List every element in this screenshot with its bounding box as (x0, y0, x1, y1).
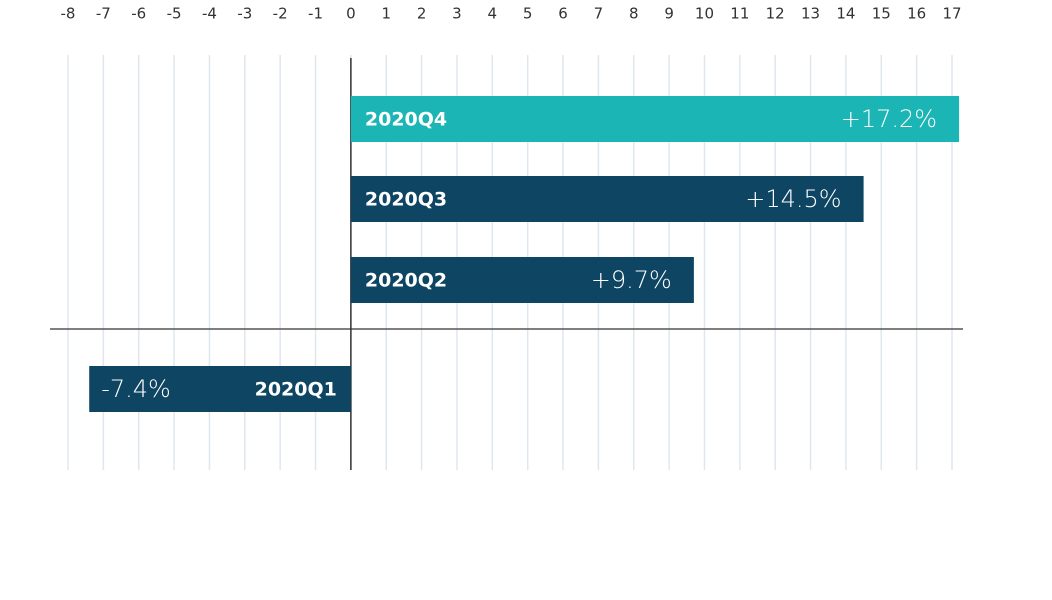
value-label: +14.5% (745, 185, 841, 213)
x-tick-label: 13 (801, 5, 820, 23)
x-tick-label: -5 (167, 5, 182, 23)
value-label: +17.2% (841, 105, 937, 133)
x-tick-label: 12 (766, 5, 785, 23)
category-label: 2020Q3 (365, 189, 447, 211)
bar (89, 366, 351, 412)
x-tick-label: -2 (273, 5, 288, 23)
x-tick-label: -7 (96, 5, 111, 23)
bar (350, 176, 864, 222)
x-tick-label: 15 (872, 5, 891, 23)
x-tick-label: 3 (452, 5, 462, 23)
x-tick-label: -4 (202, 5, 217, 23)
x-tick-label: 6 (558, 5, 568, 23)
x-tick-label: 1 (381, 5, 391, 23)
bar (350, 96, 960, 142)
bar (350, 257, 694, 303)
category-label: 2020Q4 (365, 109, 447, 131)
x-tick-label: 9 (664, 5, 674, 23)
x-tick-label: 14 (836, 5, 855, 23)
x-tick-label: 5 (523, 5, 533, 23)
x-tick-label: 10 (695, 5, 714, 23)
value-label: -7.4% (101, 375, 171, 403)
x-tick-label: 7 (594, 5, 604, 23)
category-label: 2020Q1 (255, 379, 337, 401)
x-tick-label: 8 (629, 5, 639, 23)
category-label: 2020Q2 (365, 270, 447, 292)
x-tick-label: -6 (131, 5, 146, 23)
x-tick-label: 0 (346, 5, 356, 23)
x-tick-label: 4 (488, 5, 498, 23)
x-tick-label: -3 (237, 5, 252, 23)
x-tick-label: -1 (308, 5, 323, 23)
x-tick-label: 11 (730, 5, 749, 23)
value-label: +9.7% (591, 266, 672, 294)
x-tick-label: 17 (942, 5, 961, 23)
x-tick-label: 16 (907, 5, 926, 23)
x-tick-label: -8 (61, 5, 76, 23)
x-tick-label: 2 (417, 5, 427, 23)
